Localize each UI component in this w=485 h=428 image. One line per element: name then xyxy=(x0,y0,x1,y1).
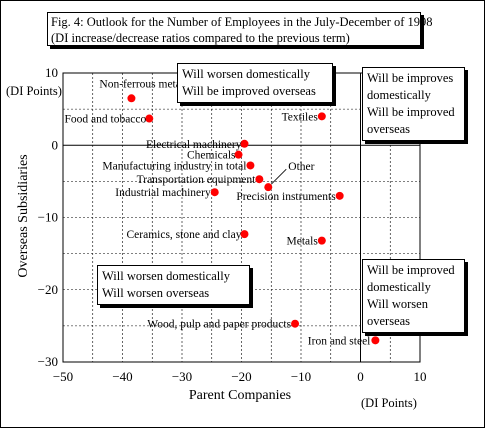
data-point xyxy=(255,175,264,184)
y-axis-label: Overseas Subsidiaries xyxy=(16,154,31,277)
x-tick-label: −50 xyxy=(53,369,73,384)
point-label: Manufacturing industry in total xyxy=(102,160,246,172)
data-point xyxy=(240,230,249,239)
x-tick-label: −20 xyxy=(231,369,251,384)
x-tick-label: −30 xyxy=(172,369,192,384)
chart-title-box: Fig. 4: Outlook for the Number of Employ… xyxy=(47,12,433,46)
point-label: Other xyxy=(288,161,314,173)
point-label: Precision instruments xyxy=(236,191,336,203)
data-points xyxy=(127,94,380,345)
y-tick-label: −30 xyxy=(38,354,58,369)
quadrant-note-bottom-right: Will be improved domestically Will worse… xyxy=(362,259,465,333)
point-label: Non-ferrous metals xyxy=(99,78,189,90)
y-tick-label: −20 xyxy=(38,282,58,297)
data-point xyxy=(317,236,326,245)
data-point xyxy=(317,112,326,121)
data-point xyxy=(291,319,300,328)
y-tick-label: −10 xyxy=(38,210,58,225)
chart-title: Fig. 4: Outlook for the Number of Employ… xyxy=(51,15,433,29)
point-label: Chemicals xyxy=(187,150,236,162)
point-label: Electrical machinery xyxy=(146,139,242,151)
data-point xyxy=(371,336,380,345)
x-unit-label: (DI Points) xyxy=(361,396,417,410)
x-axis-label: Parent Companies xyxy=(189,388,291,403)
quadrant-note-bottom-left: Will worsen domestically Will worsen ove… xyxy=(97,265,250,305)
point-label: Wood, pulp and paper products xyxy=(147,319,291,331)
data-point xyxy=(234,150,243,159)
leader-line xyxy=(270,168,287,185)
point-label: Ceramics, stone and clay xyxy=(127,229,242,241)
data-point xyxy=(335,191,344,200)
x-tick-label: −10 xyxy=(291,369,311,384)
point-label: Metals xyxy=(287,236,319,248)
point-label: Textiles xyxy=(282,111,319,123)
quadrant-note-top-right: Will be improves domestically Will be im… xyxy=(362,67,465,141)
y-tick-label: 0 xyxy=(52,137,59,152)
data-point xyxy=(240,139,249,148)
data-point xyxy=(210,188,219,197)
x-tick-label: 0 xyxy=(357,369,364,384)
point-label: Iron and steel xyxy=(308,335,371,347)
chart-subtitle: (DI increase/decrease ratios compared to… xyxy=(51,31,350,45)
point-labels: Non-ferrous metals Food and tobacco Textil… xyxy=(65,78,371,347)
data-point xyxy=(145,114,154,123)
y-unit-label: (DI Points) xyxy=(6,84,62,98)
point-label: Industrial machinery xyxy=(115,187,211,199)
x-tick-label: 10 xyxy=(414,369,427,384)
y-tick-label: 10 xyxy=(45,65,58,80)
tick-labels: −50 −40 −30 −20 −10 0 10 10 0 −10 −20 −30 xyxy=(38,65,427,384)
data-point xyxy=(127,94,136,103)
x-tick-label: −40 xyxy=(112,369,132,384)
point-label: Transportation equipment xyxy=(137,174,257,186)
quadrant-note-top-left: Will worsen domestically Will be improve… xyxy=(177,63,333,103)
point-label: Food and tobacco xyxy=(65,114,147,126)
data-point xyxy=(264,183,273,192)
data-point xyxy=(246,161,255,170)
